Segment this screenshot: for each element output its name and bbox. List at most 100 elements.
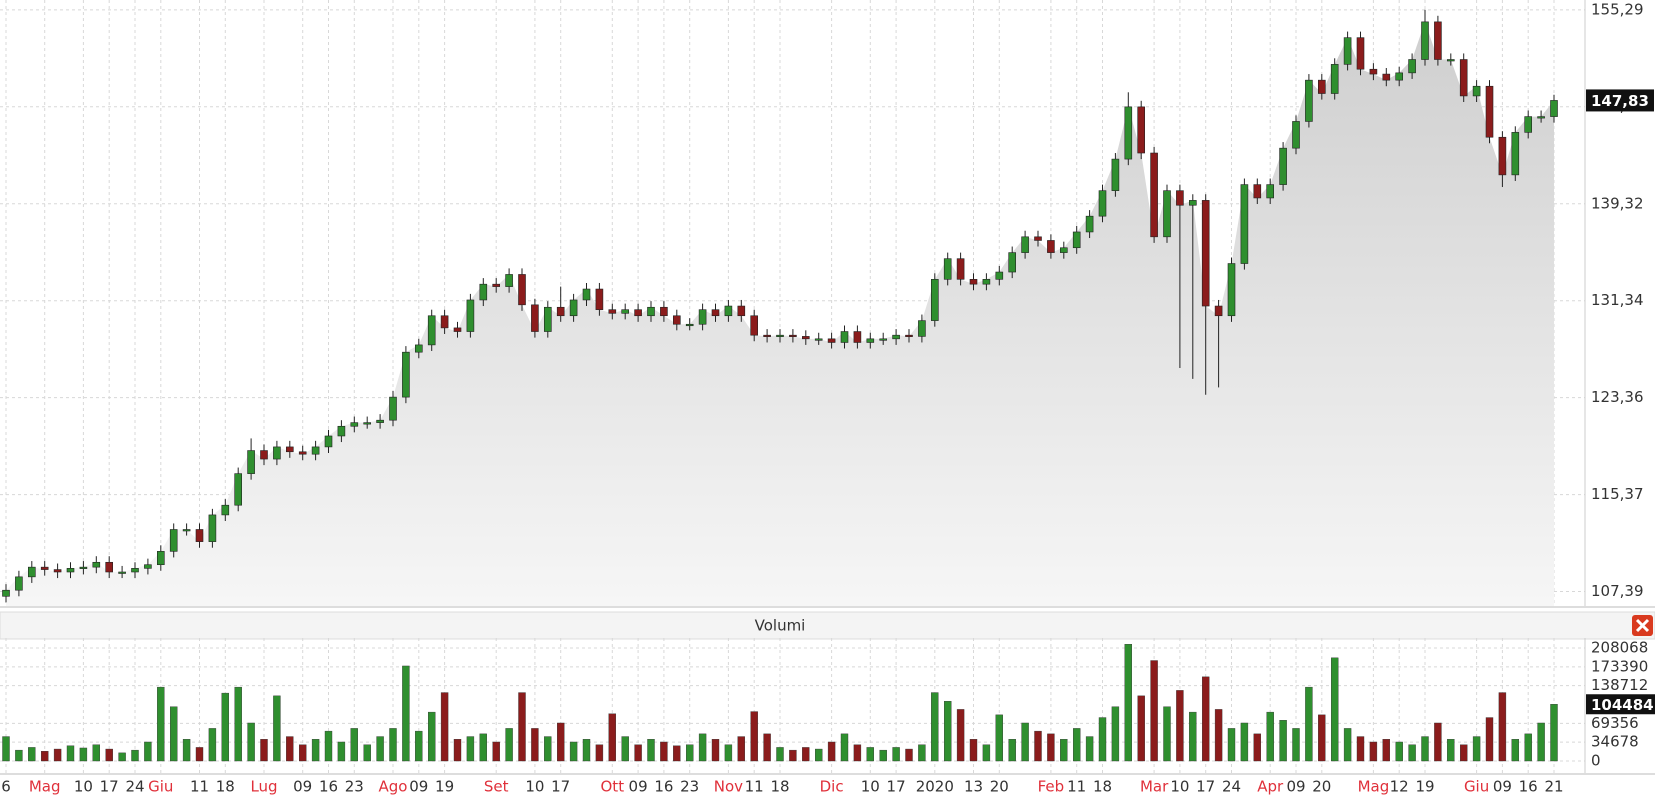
candle-body — [389, 396, 397, 421]
volume-bar — [53, 748, 62, 762]
volume-bar — [1356, 736, 1365, 762]
volume-bar — [518, 692, 526, 762]
volume-bar — [1189, 711, 1197, 762]
volume-bar — [557, 722, 565, 762]
y-tick-label: 107,39 — [1591, 582, 1644, 600]
candle-body — [789, 334, 797, 337]
candle-body — [1524, 116, 1532, 133]
candle-body — [169, 529, 178, 552]
y-tick-label: 115,37 — [1591, 485, 1644, 503]
candle-body — [1279, 147, 1287, 185]
y-tick-label: 139,32 — [1591, 194, 1644, 212]
volume-bar — [724, 744, 733, 762]
volume-bar — [1369, 741, 1378, 762]
candle-body — [1240, 184, 1249, 264]
x-tick-label: Mag — [1358, 778, 1390, 796]
candle-body — [195, 529, 204, 542]
volume-bar — [1047, 733, 1055, 762]
volume-bar — [234, 686, 242, 762]
candle-body — [1189, 200, 1197, 206]
candle-body — [1085, 215, 1094, 233]
candle-body — [969, 279, 978, 285]
candle-body — [866, 338, 875, 343]
candle-body — [1227, 263, 1236, 317]
candle-body — [582, 288, 591, 301]
candle-body — [1150, 152, 1158, 238]
candle-body — [1305, 79, 1313, 122]
candle-body — [1498, 136, 1507, 176]
volume-bar — [802, 747, 810, 762]
candle-body — [1343, 37, 1352, 65]
volume-bar — [969, 739, 978, 762]
candle-body — [698, 309, 707, 325]
x-tick-label: 11 — [745, 778, 764, 796]
volume-bar — [118, 752, 126, 762]
candle-body — [1163, 190, 1171, 238]
x-tick-label: 23 — [680, 778, 699, 796]
x-tick-label: 10 — [525, 778, 544, 796]
candle-body — [131, 568, 139, 573]
volume-bar — [737, 736, 745, 762]
candle-body — [40, 566, 49, 570]
volume-bar — [221, 692, 230, 762]
volume-bar — [866, 747, 874, 762]
price-panel: 107,39115,37123,36131,34139,32147,31155,… — [0, 0, 1654, 606]
candle-body — [453, 327, 462, 332]
volume-bar — [1176, 690, 1184, 762]
candle-body — [1408, 59, 1416, 74]
candle-body — [750, 315, 759, 336]
volume-bar — [531, 728, 539, 762]
candle-body — [1214, 305, 1223, 317]
candle-body — [801, 336, 810, 340]
volume-bar — [299, 744, 307, 762]
x-tick-label: 11 — [190, 778, 209, 796]
candle-body — [982, 279, 991, 285]
candle-body — [157, 551, 165, 566]
candle-body — [776, 334, 784, 337]
volume-bar — [376, 736, 384, 762]
y-tick-label: 138712 — [1591, 676, 1648, 694]
candle-body — [905, 334, 913, 337]
volume-bar — [1124, 644, 1133, 762]
candle-body — [853, 331, 862, 343]
candle-body — [956, 258, 965, 280]
volume-bar — [1240, 722, 1249, 762]
candle-body — [376, 419, 384, 423]
candle-body — [556, 306, 565, 317]
candle-body — [66, 568, 75, 573]
volume-bar — [995, 714, 1003, 762]
volume-title: Volumi — [755, 617, 806, 635]
x-tick-label: 21 — [1544, 778, 1563, 796]
x-tick-label: 17 — [551, 778, 570, 796]
volume-bar — [1421, 736, 1429, 762]
volume-bar — [763, 733, 771, 762]
candle-body — [1382, 73, 1391, 81]
candle-body — [930, 279, 939, 321]
candle-body — [608, 309, 617, 314]
volume-bar — [350, 728, 358, 762]
y-tick-label: 173390 — [1591, 657, 1648, 675]
volume-bar — [815, 748, 823, 762]
x-tick-label: 24 — [1222, 778, 1241, 796]
volume-bar — [647, 739, 655, 762]
x-tick-label: 09 — [629, 778, 648, 796]
volume-bar — [673, 745, 681, 762]
x-tick-label: Mag — [29, 778, 61, 796]
volume-bar — [1137, 695, 1145, 762]
candle-body — [1098, 190, 1107, 217]
candle-body — [1434, 21, 1442, 60]
candle-body — [1356, 37, 1365, 70]
volume-bar — [892, 747, 900, 762]
y-tick-label: 208068 — [1591, 639, 1648, 657]
x-tick-label: 16 — [319, 778, 338, 796]
candle-body — [879, 338, 888, 341]
x-tick-label: 09 — [1286, 778, 1305, 796]
y-tick-label: 0 — [1591, 752, 1601, 770]
x-tick-label: 17 — [887, 778, 906, 796]
close-button[interactable] — [1632, 615, 1653, 636]
volume-bar — [982, 744, 991, 762]
candle-body — [1201, 200, 1210, 307]
x-tick-label: Apr — [1257, 778, 1284, 796]
volume-bar — [286, 736, 294, 762]
volume-bar — [169, 706, 178, 762]
